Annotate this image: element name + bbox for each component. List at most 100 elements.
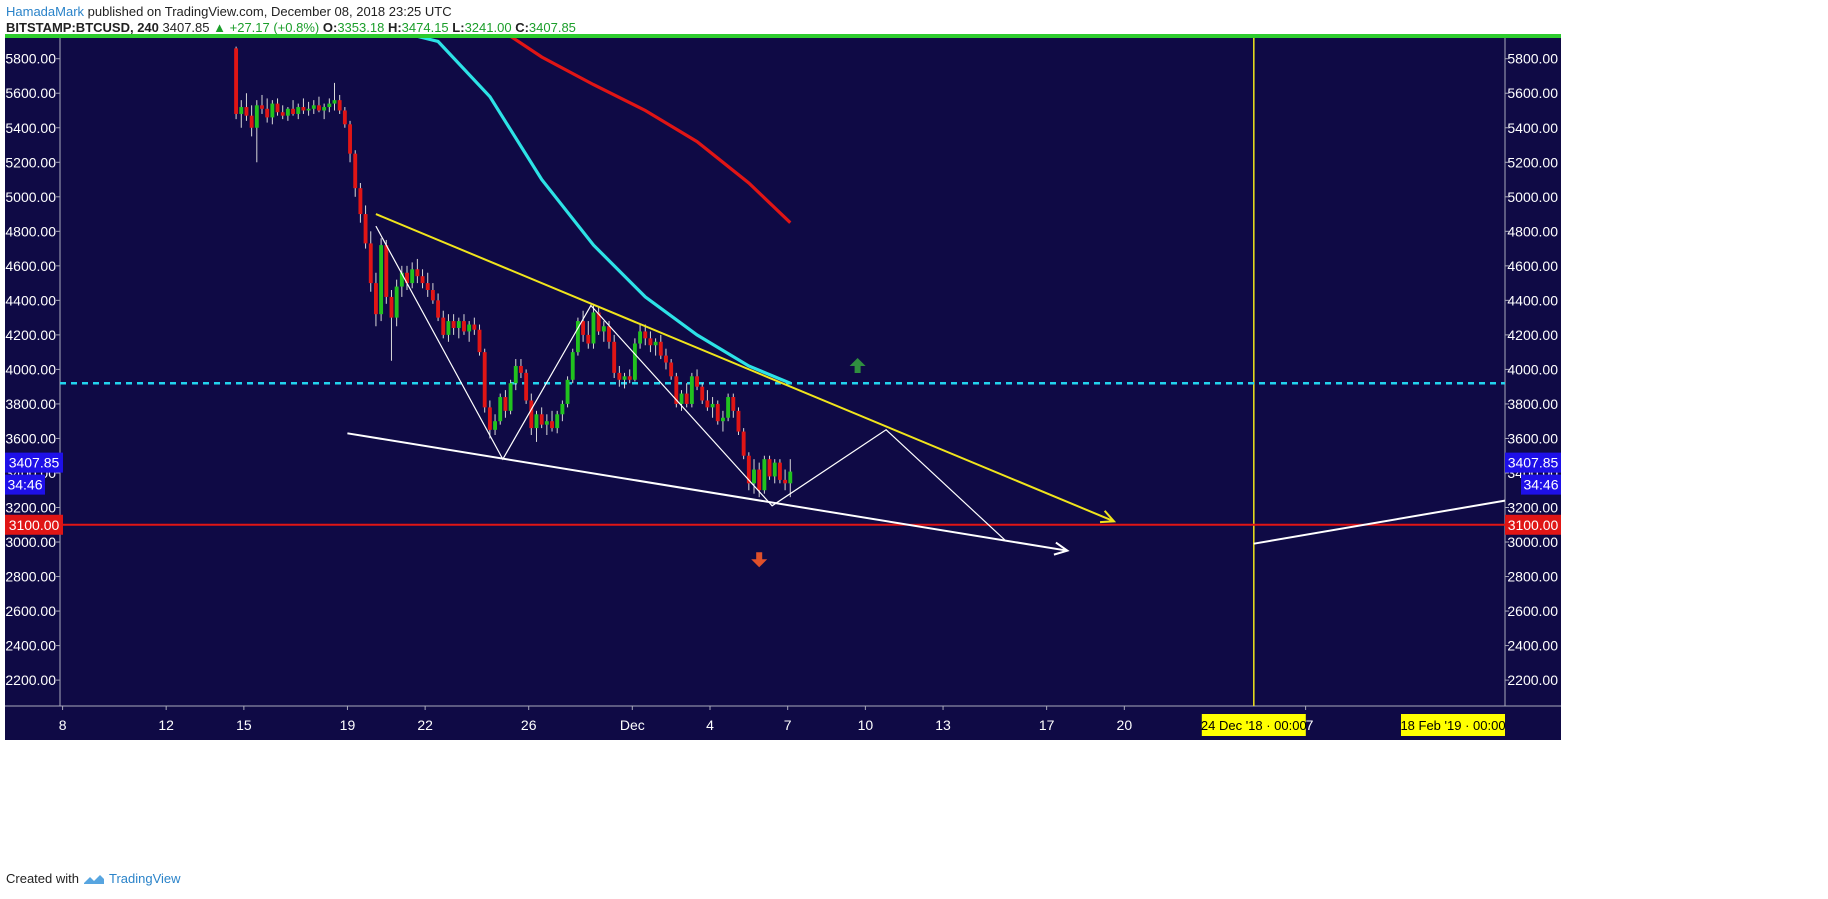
candle [622, 376, 627, 380]
low-value: 3241.00 [464, 20, 512, 35]
candle [477, 329, 482, 353]
candle [363, 214, 368, 244]
candle [726, 397, 731, 418]
candle [249, 115, 254, 128]
candle [777, 462, 782, 480]
candle [420, 276, 425, 284]
y-tick-label-right: 5800.00 [1507, 51, 1558, 67]
candle [415, 269, 420, 277]
candle [265, 108, 270, 118]
y-tick-label-left: 3600.00 [5, 430, 56, 446]
x-tick-label: 13 [935, 717, 951, 733]
candle [306, 108, 311, 111]
y-tick-label-right: 2600.00 [1507, 603, 1558, 619]
countdown-label-right-bg [1521, 474, 1561, 495]
y-tick-label-left: 4600.00 [5, 258, 56, 274]
candle [788, 471, 793, 484]
candle [607, 326, 611, 342]
candle [762, 459, 767, 491]
candle [591, 312, 596, 344]
candle [285, 108, 290, 116]
candle [436, 300, 441, 318]
level-label-right: 3100.00 [1508, 517, 1559, 533]
candle [327, 103, 332, 108]
candle [648, 338, 653, 346]
symbol-line: BITSTAMP:BTCUSD, 240 3407.85 ▲ +27.17 (+… [6, 20, 576, 35]
date-marker-badge-bg [1401, 714, 1505, 736]
candle [291, 108, 296, 114]
candle [451, 321, 456, 328]
arrowhead-icon [1099, 510, 1117, 524]
candle [503, 397, 508, 411]
open-label: O: [322, 20, 338, 35]
candle [700, 386, 705, 401]
tradingview-logo-icon [83, 874, 104, 884]
candle [767, 459, 772, 477]
y-tick-label-left: 4800.00 [5, 223, 56, 239]
candle [736, 410, 741, 432]
candle [373, 283, 378, 315]
candle [534, 414, 539, 429]
candle [234, 48, 239, 114]
y-tick-label-right: 4800.00 [1507, 223, 1558, 239]
plot-area [60, 38, 1505, 706]
candle [653, 341, 658, 346]
y-tick-label-left: 4400.00 [5, 292, 56, 308]
y-tick-label-right: 4000.00 [1507, 361, 1558, 377]
created-with-text: Created with [6, 871, 79, 886]
candle [430, 290, 435, 301]
candle [596, 312, 601, 332]
y-tick-label-right: 5200.00 [1507, 154, 1558, 170]
y-tick-label-right: 3200.00 [1507, 499, 1558, 515]
candle [783, 479, 788, 484]
candle [638, 331, 643, 344]
published-text: published on TradingView.com, December 0… [84, 4, 452, 19]
x-tick-label: 15 [236, 717, 252, 733]
candle [244, 107, 249, 116]
close-value: 3407.85 [528, 20, 576, 35]
current-price-label-right-bg [1505, 452, 1561, 473]
y-tick-label-left: 5800.00 [5, 51, 56, 67]
candle [772, 462, 777, 477]
candle [410, 269, 415, 284]
candle [260, 105, 264, 109]
publication-line: HamadaMark published on TradingView.com,… [6, 4, 452, 19]
x-tick-label: Dec [620, 717, 645, 733]
candle [353, 153, 358, 189]
candle [317, 105, 321, 111]
candle [575, 321, 580, 353]
candle [425, 283, 430, 291]
candle [570, 352, 575, 380]
candle [632, 343, 637, 380]
y-tick-label-left: 5600.00 [5, 85, 56, 101]
last-price: 3407.85 [162, 20, 210, 35]
y-tick-label-right: 2200.00 [1507, 672, 1558, 688]
countdown-label-left-bg [5, 474, 45, 495]
candle [332, 100, 337, 104]
date-marker-label: 18 Feb '19 · 00:00 [1400, 718, 1505, 733]
candle [405, 272, 409, 284]
arrow-down-icon [751, 552, 768, 568]
x-tick-label: 19 [340, 717, 356, 733]
candle [720, 417, 725, 422]
candle [462, 321, 466, 332]
y-tick-label-right: 2400.00 [1507, 638, 1558, 654]
date-marker-label: 24 Dec '18 · 00:00 [1201, 718, 1307, 733]
candle [358, 188, 363, 215]
candle [456, 321, 461, 328]
author-link[interactable]: HamadaMark [6, 4, 85, 19]
candle [513, 365, 518, 384]
x-tick-label: 4 [706, 717, 714, 733]
candle [710, 403, 715, 408]
y-tick-label-right: 4200.00 [1507, 327, 1558, 343]
date-marker-badge-bg [1201, 714, 1306, 736]
candle [544, 421, 549, 425]
current-price-label-right: 3407.85 [1508, 455, 1559, 471]
right-price-axis [1505, 34, 1561, 740]
trendline-line [375, 213, 1115, 523]
tradingview-link[interactable]: TradingView [108, 871, 181, 886]
ray-line [1253, 499, 1505, 545]
top-green-bar [5, 34, 1561, 38]
candle [498, 397, 503, 422]
